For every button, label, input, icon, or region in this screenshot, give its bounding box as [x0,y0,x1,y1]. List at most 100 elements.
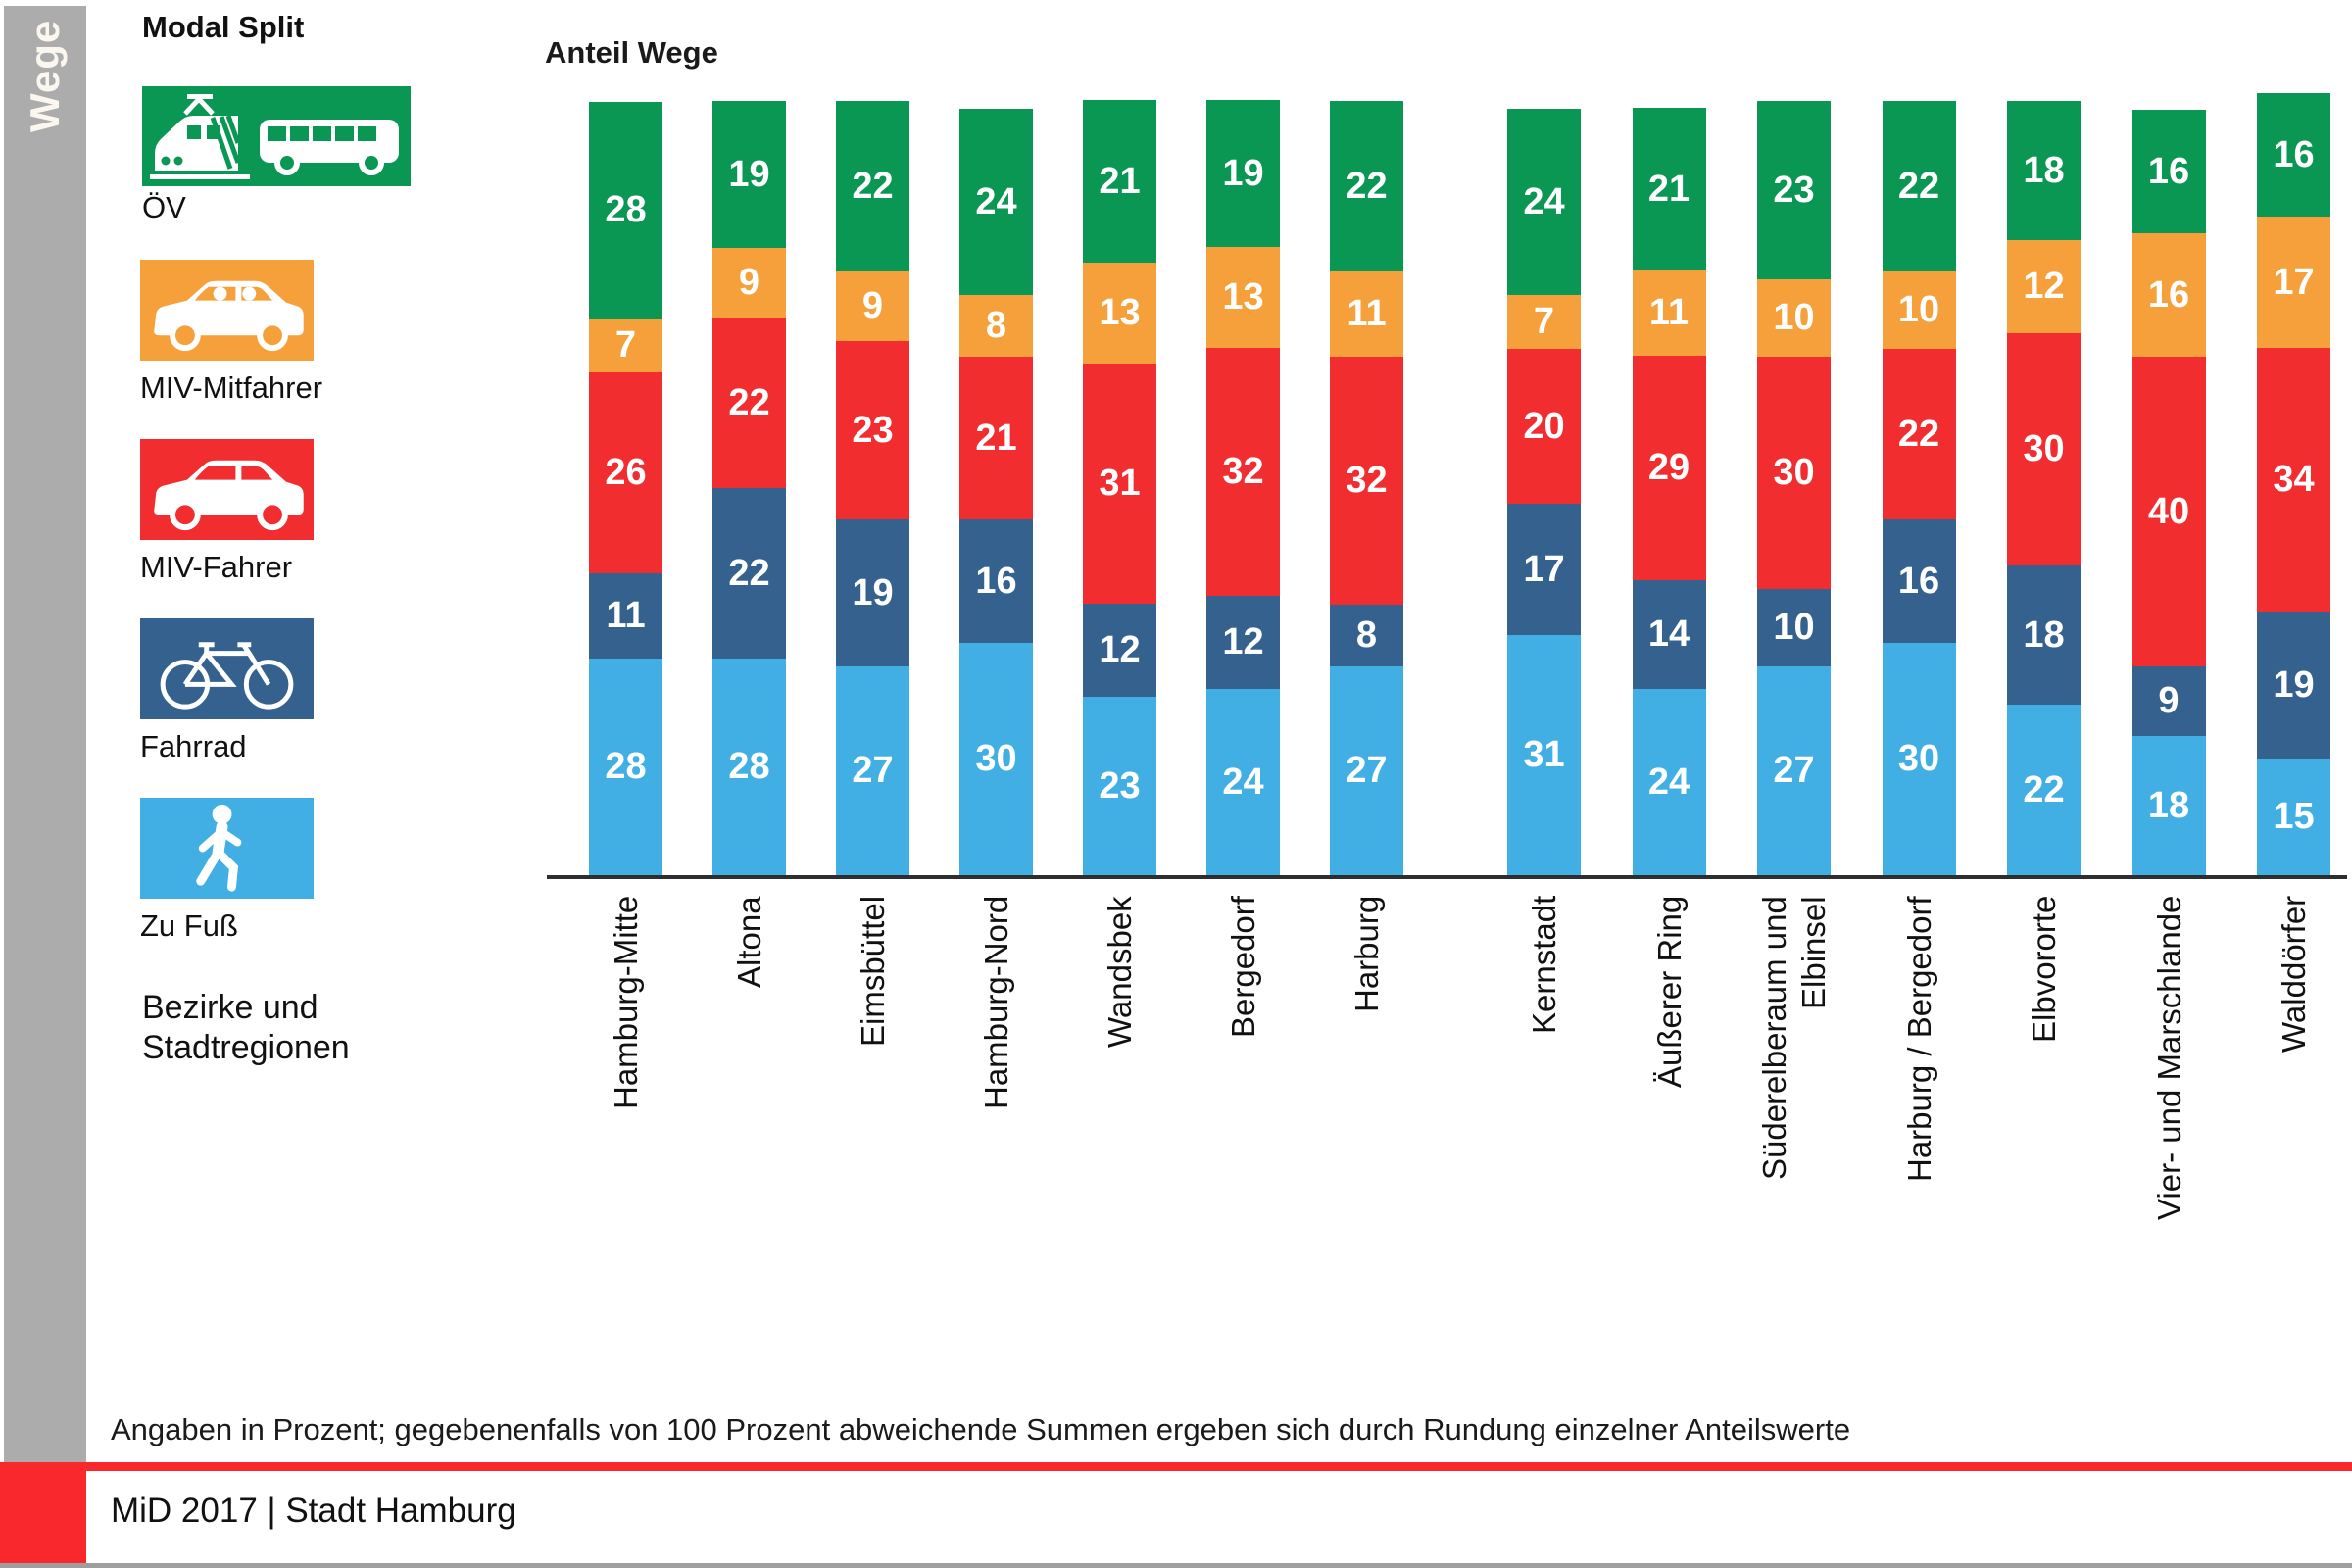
segment-miv_fahrer: 30 [1757,357,1831,589]
segment-miv_mitfahrer: 7 [1507,295,1581,349]
segment-value: 15 [2273,796,2315,837]
segment-value: 9 [861,285,884,326]
segment-miv_fahrer: 22 [712,318,786,488]
segment-fahrrad: 19 [836,519,909,666]
segment-value: 27 [1773,750,1815,791]
segment-oev: 21 [1632,108,1706,270]
segment-zu_fuss: 28 [712,659,786,875]
segment-fahrrad: 19 [2257,612,2330,759]
axis-caption: Bezirke und Stadtregionen [142,988,350,1068]
legend-label-oev: ÖV [142,190,186,224]
legend-swatch-oev [142,86,411,186]
segment-value: 23 [1099,764,1141,807]
segment-miv_mitfahrer: 9 [712,248,786,318]
segment-value: 26 [605,452,647,493]
segment-miv_mitfahrer: 9 [836,271,909,341]
segment-value: 10 [1897,289,1940,330]
side-rail: Wege [4,6,86,1462]
segment-fahrrad: 11 [589,573,662,659]
segment-value: 30 [975,738,1017,779]
x-axis-line [547,875,2347,879]
segment-value: 27 [1346,750,1388,791]
bar-altona: 19 9 22 22 28 [712,101,786,875]
side-rail-label: Wege [22,20,68,133]
segment-value: 32 [1346,460,1388,501]
segment-fahrrad: 12 [1206,596,1280,689]
segment-zu_fuss: 27 [1757,666,1831,875]
bottom-strip [0,1563,2352,1568]
segment-value: 22 [2023,768,2065,810]
segment-value: 8 [1355,614,1378,656]
segment-oev: 23 [1757,101,1831,279]
segment-zu_fuss: 30 [959,643,1033,875]
segment-value: 24 [975,180,1017,222]
segment-value: 13 [1099,292,1141,333]
segment-value: 10 [1773,297,1815,338]
segment-miv_fahrer: 31 [1083,364,1156,604]
bar-vier-und-marschlande: 16 16 40 9 18 [2132,110,2206,875]
car-passenger-icon [154,280,304,352]
segment-value: 18 [2023,149,2065,191]
x-axis-label-walddoerfer: Walddörfer [2276,896,2312,1054]
segment-miv_mitfahrer: 11 [1632,270,1706,356]
segment-value: 22 [852,165,894,207]
segment-oev: 22 [1330,101,1403,271]
segment-value: 23 [852,409,894,451]
segment-value: 22 [1897,165,1940,207]
segment-fahrrad: 8 [1330,605,1403,666]
segment-miv_mitfahrer: 11 [1330,271,1403,357]
car-driver-icon [154,460,304,531]
legend-swatch-zu-fuss [140,798,314,899]
segment-oev: 16 [2257,93,2330,217]
segment-miv_mitfahrer: 10 [1882,271,1956,349]
plot-area: 28 7 26 11 28 19 9 22 22 28 22 9 23 19 27 24 8 21 16 30 21 13… [547,86,2352,875]
footer-accent-block [0,1462,86,1563]
bar-elbvororte: 18 12 30 18 22 [2007,101,2081,875]
segment-zu_fuss: 30 [1882,643,1956,875]
segment-value: 29 [1647,447,1690,488]
segment-value: 7 [1533,301,1555,342]
segment-fahrrad: 12 [1083,604,1156,697]
segment-fahrrad: 16 [959,519,1033,643]
segment-fahrrad: 14 [1632,580,1706,689]
segment-miv_fahrer: 34 [2257,348,2330,612]
bar-kernstadt: 24 7 20 17 31 [1507,109,1581,875]
segment-value: 18 [2147,784,2190,826]
segment-miv_fahrer: 22 [1882,349,1956,519]
segment-fahrrad: 10 [1757,589,1831,666]
segment-miv_fahrer: 29 [1632,356,1706,580]
segment-value: 13 [1222,276,1264,318]
segment-zu_fuss: 18 [2132,736,2206,875]
segment-value: 22 [728,381,770,423]
segment-value: 8 [985,305,1007,346]
segment-value: 31 [1099,463,1141,504]
segment-value: 20 [1523,405,1565,447]
segment-value: 40 [2147,490,2190,532]
segment-value: 28 [728,746,770,787]
segment-zu_fuss: 23 [1083,697,1156,875]
segment-miv_fahrer: 40 [2132,357,2206,666]
legend-label-zu-fuss: Zu Fuß [140,908,238,943]
segment-miv_mitfahrer: 8 [959,295,1033,357]
bar-suederelberaum: 23 10 30 10 27 [1757,101,1831,875]
legend-label-miv-fahrer: MIV-Fahrer [140,550,293,584]
segment-value: 19 [728,153,770,195]
segment-value: 28 [605,746,647,787]
segment-value: 19 [2273,663,2315,706]
segment-zu_fuss: 24 [1632,689,1706,875]
segment-oev: 28 [589,102,662,318]
legend-label-fahrrad: Fahrrad [140,729,247,763]
segment-value: 10 [1773,607,1815,648]
segment-value: 16 [1897,560,1940,602]
segment-value: 30 [1773,452,1815,493]
segment-zu_fuss: 27 [836,666,909,875]
segment-oev: 19 [1206,100,1280,247]
segment-value: 16 [2273,133,2315,175]
segment-value: 12 [2023,266,2065,307]
segment-value: 21 [1647,168,1690,210]
segment-miv_fahrer: 21 [959,357,1033,519]
bar-eimsbuettel: 22 9 23 19 27 [836,101,909,875]
segment-value: 17 [2273,261,2315,303]
segment-value: 11 [606,595,646,636]
